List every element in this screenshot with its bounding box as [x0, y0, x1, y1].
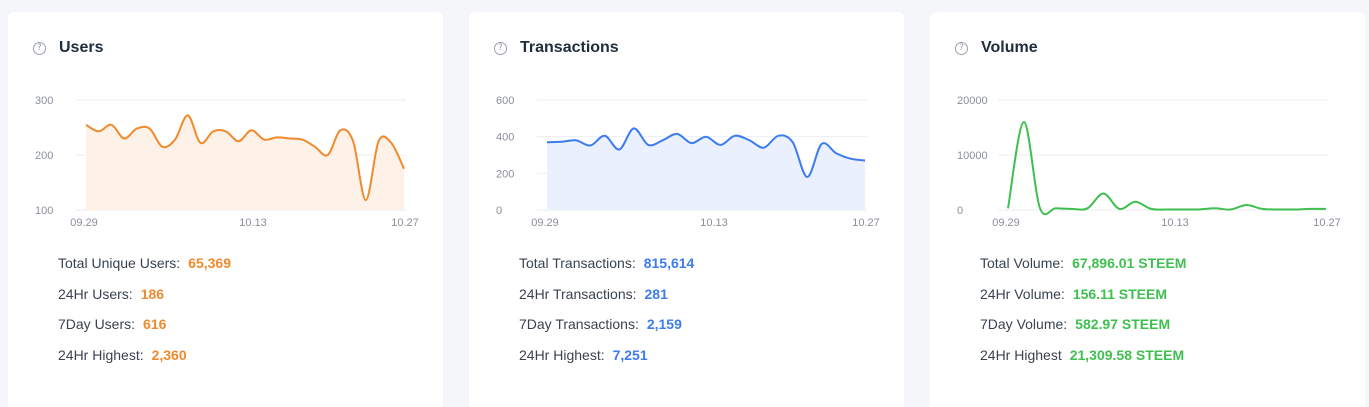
series-area	[547, 128, 865, 210]
stat-value: 156.11 STEEM	[1072, 285, 1167, 302]
stat-label: Total Transactions:	[519, 255, 636, 272]
users-card: ? Users 100 200 300 09.29 10.13 10.27 Total U…	[8, 12, 443, 407]
stat-value: 616	[143, 316, 167, 333]
y-tick-label: 300	[35, 95, 53, 107]
stat-value: 2,159	[646, 316, 682, 333]
stat-24hr-users: 24Hr Users: 186	[58, 279, 231, 310]
stat-total-transactions: Total Transactions: 815,614	[519, 248, 694, 279]
transactions-stats: Total Transactions: 815,614 24Hr Transac…	[519, 248, 694, 370]
stat-7day-transactions: 7Day Transactions: 2,159	[519, 309, 694, 340]
stat-value: 186	[140, 285, 165, 302]
y-tick-label: 100	[35, 205, 53, 217]
stat-label: 7Day Users:	[58, 316, 136, 333]
x-tick-label: 09.29	[70, 217, 98, 229]
users-chart: 100 200 300 09.29 10.13 10.27	[35, 95, 419, 229]
card-title: Transactions	[520, 39, 619, 56]
y-tick-label: 200	[496, 168, 514, 180]
y-tick-label: 0	[496, 205, 502, 217]
volume-stats: Total Volume: 67,896.01 STEEM 24Hr Volum…	[980, 248, 1186, 370]
transactions-chart: 0 200 400 600 09.29 10.13 10.27	[496, 95, 880, 229]
x-tick-label: 10.13	[700, 217, 728, 229]
stat-value: 21,309.58 STEEM	[1069, 346, 1185, 363]
stat-7day-volume: 7Day Volume: 582.97 STEEM	[980, 309, 1186, 340]
stat-24hr-highest: 24Hr Highest 21,309.58 STEEM	[980, 340, 1186, 371]
stat-label: 7Day Volume:	[980, 316, 1068, 333]
series-line	[546, 127, 866, 178]
x-tick-label: 10.13	[239, 217, 267, 229]
y-tick-label: 20000	[957, 95, 988, 107]
x-tick-label: 10.13	[1161, 217, 1189, 229]
stat-label: 24Hr Highest:	[58, 346, 144, 363]
card-title: Users	[59, 39, 104, 56]
stat-value: 67,896.01 STEEM	[1072, 255, 1187, 272]
series-line	[85, 114, 405, 202]
stat-value: 815,614	[643, 255, 695, 272]
stat-label: 24Hr Users:	[58, 285, 133, 302]
x-tick-label: 09.29	[992, 217, 1020, 229]
stat-label: 24Hr Highest	[980, 346, 1062, 363]
y-tick-label: 600	[496, 95, 514, 107]
stat-24hr-highest: 24Hr Highest: 7,251	[519, 340, 694, 371]
y-tick-label: 400	[496, 132, 514, 144]
volume-card: ? Volume 0 10000 20000 09.29 10.13 10.27 Tota…	[930, 12, 1365, 407]
card-header: ? Volume	[955, 38, 1038, 58]
stat-value: 7,251	[612, 346, 648, 363]
stat-24hr-transactions: 24Hr Transactions: 281	[519, 279, 694, 310]
stat-label: 24Hr Transactions:	[519, 285, 637, 302]
help-icon[interactable]: ?	[494, 41, 507, 55]
card-title: Volume	[981, 39, 1038, 56]
x-tick-label: 09.29	[531, 217, 559, 229]
series-line	[1007, 120, 1327, 216]
help-icon[interactable]: ?	[33, 41, 46, 55]
stat-label: 24Hr Highest:	[519, 346, 605, 363]
y-tick-label: 200	[35, 150, 53, 162]
volume-chart: 0 10000 20000 09.29 10.13 10.27	[957, 95, 1341, 229]
x-tick-label: 10.27	[1313, 217, 1341, 229]
y-tick-label: 0	[957, 205, 963, 217]
transactions-card: ? Transactions 0 200 400 600 09.29 10.13 10.27…	[469, 12, 904, 407]
stat-7day-users: 7Day Users: 616	[58, 309, 231, 340]
stat-total-unique-users: Total Unique Users: 65,369	[58, 248, 231, 279]
stat-total-volume: Total Volume: 67,896.01 STEEM	[980, 248, 1186, 279]
card-header: ? Users	[33, 38, 103, 58]
stat-24hr-highest: 24Hr Highest: 2,360	[58, 340, 231, 371]
x-tick-label: 10.27	[852, 217, 880, 229]
stat-24hr-volume: 24Hr Volume: 156.11 STEEM	[980, 279, 1186, 310]
series-area	[86, 115, 404, 210]
stat-label: Total Unique Users:	[58, 255, 181, 272]
y-tick-label: 10000	[957, 150, 988, 162]
stat-value: 2,360	[151, 346, 187, 363]
stat-value: 65,369	[188, 255, 231, 272]
stat-label: 7Day Transactions:	[519, 316, 639, 333]
card-header: ? Transactions	[494, 38, 619, 58]
stat-label: 24Hr Volume:	[980, 285, 1065, 302]
stat-label: Total Volume:	[980, 255, 1065, 272]
stat-value: 582.97 STEEM	[1075, 316, 1171, 333]
help-icon[interactable]: ?	[955, 41, 968, 55]
x-tick-label: 10.27	[391, 217, 419, 229]
users-stats: Total Unique Users: 65,369 24Hr Users: 1…	[58, 248, 231, 370]
stat-value: 281	[644, 285, 668, 302]
